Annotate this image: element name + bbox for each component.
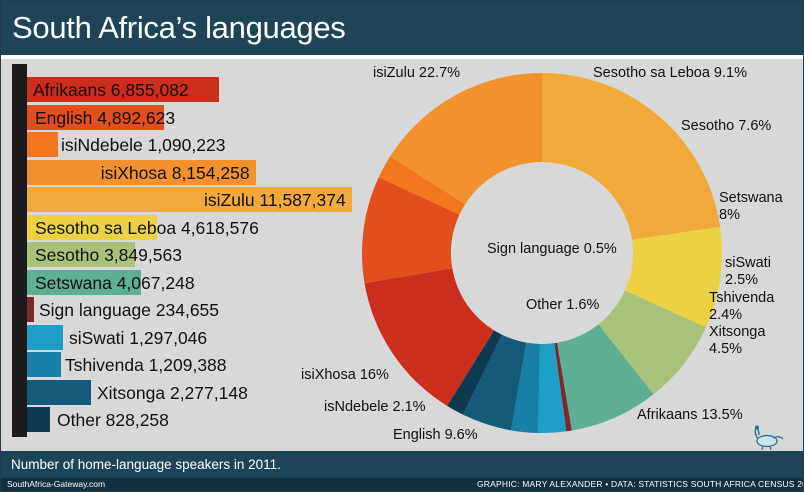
donut-slice [557,324,654,431]
donut-label: Tshivenda 2.4% [709,290,775,323]
site-link[interactable]: SouthAfrica-Gateway.com [7,479,106,489]
bar-label: Sign language 234,655 [39,300,220,320]
donut-slice [462,334,527,431]
donut-label: Sesotho 7.6% [681,118,772,134]
bar-label: Other 828,258 [57,410,169,430]
bar [27,214,157,240]
title-bar: South Africa’s languages [1,1,803,55]
donut-slice [542,73,721,240]
donut-label: English 9.6% [393,427,478,443]
donut-label: isNdebele 2.1% [324,399,426,415]
donut-label: Other 1.6% [526,297,600,313]
donut-chart [362,73,722,433]
bar-label: Tshivenda 1,209,388 [65,355,227,375]
bar [27,324,64,350]
bar-label: Xitsonga 2,277,148 [97,382,248,403]
bar [27,407,51,432]
bar [27,77,220,102]
bar [27,242,135,267]
credit-bar [1,478,803,491]
donut-label: Xitsonga 4.5% [709,324,766,357]
donut-slice [390,73,542,205]
donut-slice [598,290,706,395]
bar [27,269,142,295]
donut-label: isiXhosa 16% [301,367,389,383]
bar-label: isiNdebele 1,090,223 [61,135,226,155]
donut-slice [364,268,495,406]
donut-label: Afrikaans 13.5% [637,407,743,423]
bar-label: isiXhosa 8,154,258 [100,162,250,183]
donut-label: isiZulu 22.7% [373,65,461,81]
bird-logo-icon [754,425,784,451]
donut-slice [554,342,572,432]
bar-label: English 4,892,623 [35,107,176,128]
bar [27,187,352,212]
donut-slice [378,156,466,215]
donut-slice [538,343,567,433]
bar-label: Setswana 4,067,248 [35,272,195,293]
donut-label: Sign language 0.5% [487,241,617,257]
bar [27,104,165,130]
bar-label: Afrikaans 6,855,082 [33,80,189,100]
bar [27,132,58,157]
bar [27,352,61,377]
bar-label: siSwati 1,297,046 [69,327,208,348]
bar-label: Sesotho sa Leboa 4,618,576 [35,217,259,238]
bar [27,379,91,405]
donut-slice [624,226,722,328]
bar-label: Sesotho 3,849,563 [35,245,182,265]
title-divider [1,55,803,59]
bar [27,159,256,185]
donut-label: siSwati 2.5% [725,255,771,288]
chart-footnote: Number of home-language speakers in 2011… [11,457,281,472]
donut-label: Setswana 8% [719,190,783,223]
chart-title: South Africa’s languages [12,10,346,45]
donut-slice [362,177,460,284]
bar [27,297,34,322]
donut-slice [511,342,541,433]
footer-bar [1,451,803,478]
bar-label: isiZulu 11,587,374 [204,190,346,210]
source-credit: GRAPHIC: MARY ALEXANDER • DATA: STATISTI… [477,479,804,489]
bar-chart-axis [12,64,27,437]
donut-label: Sesotho sa Leboa 9.1% [593,65,747,81]
donut-slice [447,330,503,415]
